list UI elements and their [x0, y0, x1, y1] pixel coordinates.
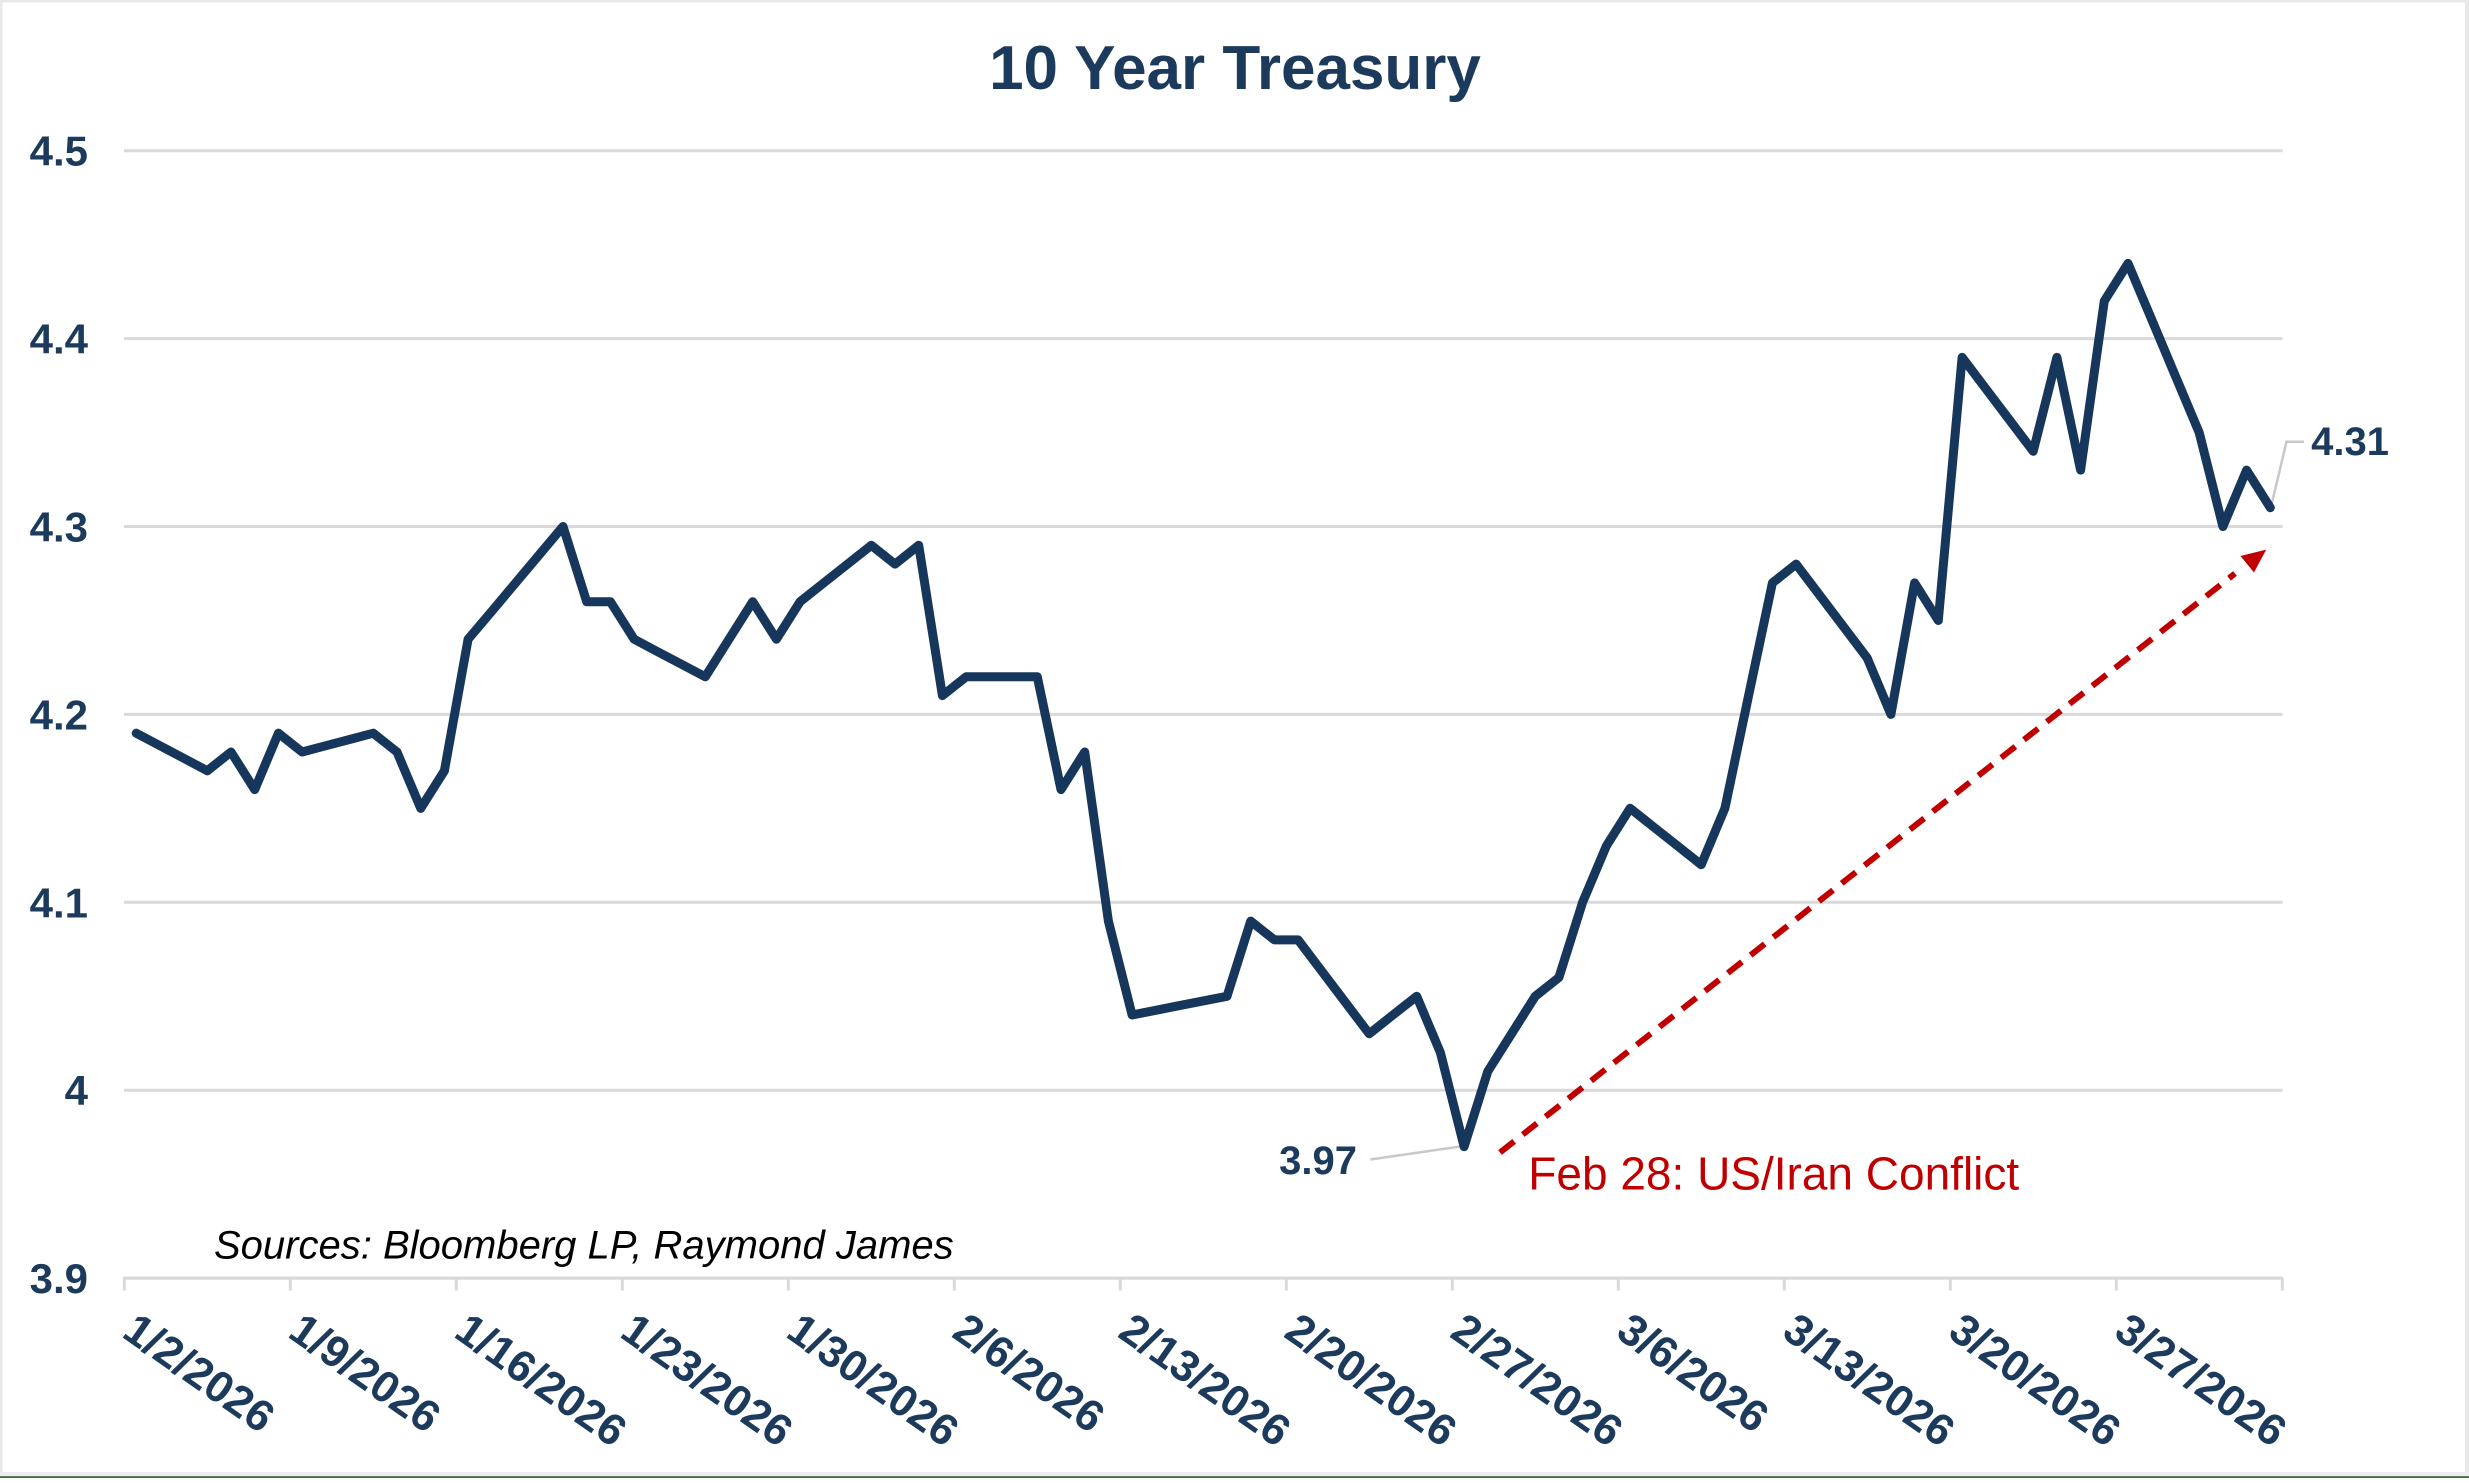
svg-text:3.97: 3.97 — [1279, 1139, 1357, 1183]
svg-text:Feb 28: US/Iran Conflict: Feb 28: US/Iran Conflict — [1528, 1148, 2019, 1200]
svg-text:Sources: Bloomberg LP, Raymond: Sources: Bloomberg LP, Raymond James — [214, 1224, 954, 1268]
svg-text:4.3: 4.3 — [30, 504, 88, 551]
svg-text:4.4: 4.4 — [30, 316, 89, 363]
svg-text:4.31: 4.31 — [2311, 420, 2389, 464]
svg-text:4.5: 4.5 — [30, 128, 88, 175]
svg-text:4.1: 4.1 — [30, 879, 88, 926]
svg-text:4.2: 4.2 — [30, 691, 88, 738]
svg-text:4: 4 — [65, 1067, 89, 1114]
svg-text:10 Year Treasury: 10 Year Treasury — [989, 34, 1481, 103]
svg-text:3.9: 3.9 — [30, 1255, 88, 1302]
